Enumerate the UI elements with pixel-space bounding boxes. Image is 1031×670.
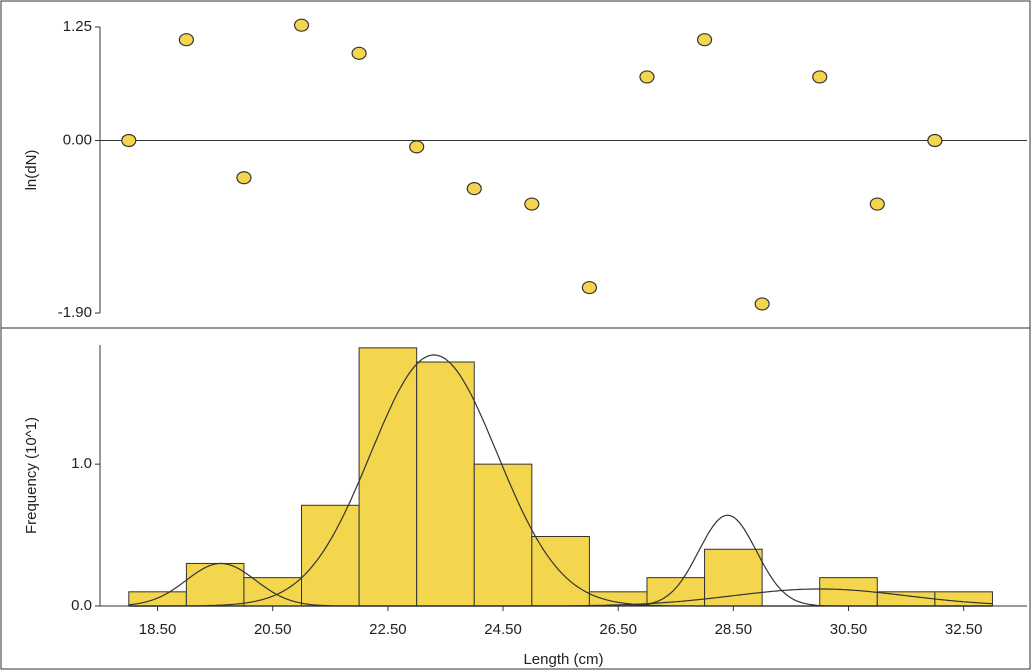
point xyxy=(466,182,482,196)
point xyxy=(524,197,540,211)
point xyxy=(121,133,137,148)
point xyxy=(293,18,310,32)
x-tick-label: 26.50 xyxy=(599,621,637,638)
bar xyxy=(301,504,360,607)
point xyxy=(351,46,367,60)
x-axis-label: Length (cm) xyxy=(523,651,603,668)
point xyxy=(178,33,194,47)
point xyxy=(927,133,943,148)
y-tick-label: 1.25 xyxy=(63,18,92,35)
bar xyxy=(934,591,993,607)
point xyxy=(869,197,885,211)
x-tick-label: 32.50 xyxy=(945,621,983,638)
y-tick-label: 0.00 xyxy=(63,131,92,148)
y-tick-label: 0.0 xyxy=(71,597,92,614)
x-tick-label: 28.50 xyxy=(715,621,753,638)
y-tick-label: -1.90 xyxy=(58,304,92,321)
point xyxy=(581,280,598,295)
point xyxy=(639,70,655,84)
x-tick-label: 24.50 xyxy=(484,621,522,638)
point xyxy=(236,171,252,185)
x-tick-label: 30.50 xyxy=(830,621,868,638)
x-tick-label: 22.50 xyxy=(369,621,407,638)
y-tick-label: 1.0 xyxy=(71,455,92,472)
bar xyxy=(358,347,418,607)
y-axis-label: ln(dN) xyxy=(23,150,40,191)
point xyxy=(754,297,770,311)
bar xyxy=(185,562,245,607)
x-tick-label: 20.50 xyxy=(254,621,292,638)
point xyxy=(696,33,713,47)
x-tick-label: 18.50 xyxy=(139,621,177,638)
y-axis-label: Frequency (10^1) xyxy=(23,417,40,534)
bar xyxy=(876,591,936,607)
point xyxy=(812,70,828,84)
bar xyxy=(416,361,475,607)
point xyxy=(409,140,425,154)
bar xyxy=(473,463,533,607)
